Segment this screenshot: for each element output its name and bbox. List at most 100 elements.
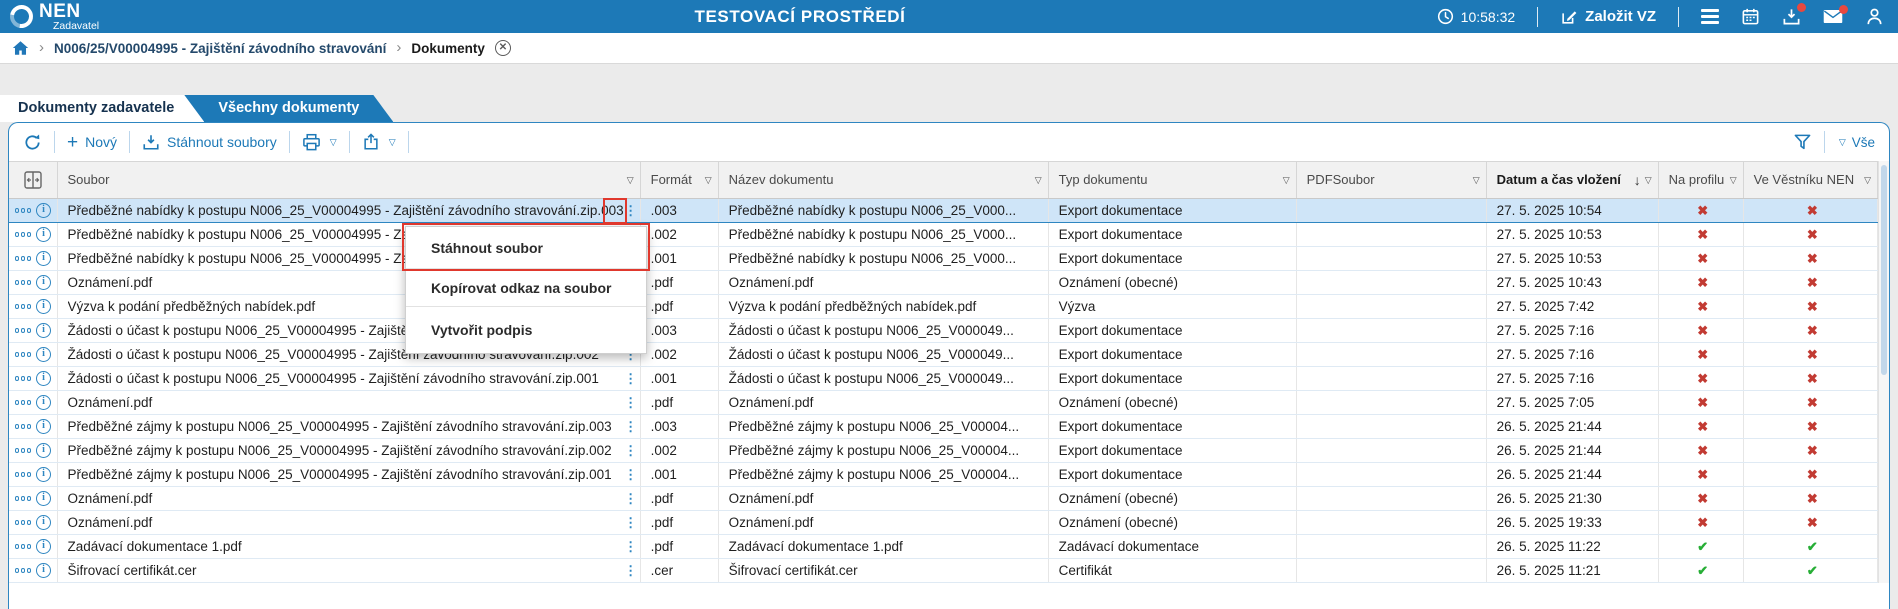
info-icon[interactable]: i (36, 251, 51, 266)
tab-vsechny-dokumenty[interactable]: Všechny dokumenty (182, 95, 393, 122)
filter-triangle-icon[interactable]: ▽ (704, 174, 712, 185)
more-dots-icon[interactable] (14, 472, 31, 477)
info-icon[interactable]: i (36, 563, 51, 578)
info-icon[interactable]: i (36, 323, 51, 338)
file-name[interactable]: Výzva k podání předběžných nabídek.pdf (67, 299, 316, 314)
dropdown-triangle-icon[interactable]: ▽ (388, 136, 396, 147)
file-name[interactable]: Oznámení.pdf (67, 395, 153, 410)
context-menu-item-1[interactable]: Kopírovat odkaz na soubor (406, 269, 646, 307)
table-row[interactable]: i Šifrovací certifikát.cer ⋮ .cer Šifrova… (9, 558, 1879, 583)
kebab-menu-icon[interactable]: ⋮ (624, 394, 638, 410)
header-format[interactable]: Formát ▽ (640, 161, 719, 199)
header-soubor[interactable]: Soubor ▽ (57, 161, 641, 199)
more-dots-icon[interactable] (14, 304, 31, 309)
table-row[interactable]: i Oznámení.pdf⋮ .pdf Oznámení.pdf Oznáme… (9, 486, 1879, 511)
table-row[interactable]: i Předběžné zájmy k postupu N006_25_V000… (9, 462, 1879, 487)
filter-triangle-icon[interactable]: ▽ (1864, 174, 1871, 185)
header-na-profilu[interactable]: Na profilu ▽ (1658, 161, 1744, 199)
info-icon[interactable]: i (36, 419, 51, 434)
nen-logo[interactable]: NEN Zadavatel (5, 0, 99, 33)
create-vz-button[interactable]: Založit VZ (1560, 8, 1656, 26)
more-dots-icon[interactable] (14, 232, 31, 237)
filter-triangle-icon[interactable]: ▽ (1729, 174, 1737, 185)
info-icon[interactable]: i (36, 395, 51, 410)
tab-dokumenty-zadavatele[interactable]: Dokumenty zadavatele (0, 95, 204, 122)
table-row[interactable]: i Předběžné nabídky k postupu N006_25_V0… (9, 246, 1879, 271)
filter-triangle-icon[interactable]: ▽ (1282, 174, 1290, 185)
header-nazev-dokumentu[interactable]: Název dokumentu ▽ (718, 161, 1049, 199)
more-dots-icon[interactable] (14, 520, 31, 525)
refresh-icon[interactable] (23, 133, 42, 152)
table-row[interactable]: i Oznámení.pdf⋮ .pdf Oznámení.pdf Oznáme… (9, 270, 1879, 295)
share-button[interactable]: ▽ (362, 133, 396, 151)
table-row[interactable]: i Oznámení.pdf⋮ .pdf Oznámení.pdf Oznáme… (9, 390, 1879, 415)
kebab-menu-icon[interactable]: ⋮ (624, 202, 638, 218)
table-row[interactable]: i Žádosti o účast k postupu N006_25_V000… (9, 342, 1879, 367)
info-icon[interactable]: i (36, 347, 51, 362)
dropdown-triangle-icon[interactable]: ▽ (329, 136, 337, 147)
filter-triangle-icon[interactable]: ▽ (626, 174, 634, 185)
breadcrumb-item-procedure[interactable]: N006/25/V00004995 - Zajištění závodního … (54, 40, 387, 56)
table-row[interactable]: i Předběžné zájmy k postupu N006_25_V000… (9, 414, 1879, 439)
info-icon[interactable]: i (36, 275, 51, 290)
table-row[interactable]: i Předběžné nabídky k postupu N006_25_V0… (9, 198, 1879, 223)
file-name[interactable]: Oznámení.pdf (67, 515, 153, 530)
scrollbar-thumb[interactable] (1881, 165, 1887, 375)
more-dots-icon[interactable] (14, 424, 31, 429)
print-button[interactable]: ▽ (302, 133, 337, 152)
header-datum-cas-vlozeni[interactable]: Datum a čas vložení ↓ ▽ (1486, 161, 1659, 199)
context-menu-item-0[interactable]: Stáhnout soubor (406, 227, 646, 269)
more-dots-icon[interactable] (14, 568, 31, 573)
vertical-scrollbar[interactable] (1878, 161, 1889, 583)
kebab-menu-icon[interactable]: ⋮ (624, 466, 638, 482)
info-icon[interactable]: i (36, 539, 51, 554)
table-row[interactable]: i Žádosti o účast k postupu N006_25_V000… (9, 318, 1879, 343)
file-name[interactable]: Šifrovací certifikát.cer (67, 563, 197, 578)
more-dots-icon[interactable] (14, 352, 31, 357)
header-ve-vestniku-nen[interactable]: Ve Věstníku NEN ▽ (1743, 161, 1879, 199)
filter-triangle-icon[interactable]: ▽ (1034, 174, 1042, 185)
table-row[interactable]: i Žádosti o účast k postupu N006_25_V000… (9, 366, 1879, 391)
more-dots-icon[interactable] (14, 544, 31, 549)
more-dots-icon[interactable] (14, 448, 31, 453)
file-name[interactable]: Oznámení.pdf (67, 275, 153, 290)
more-dots-icon[interactable] (14, 400, 31, 405)
file-name[interactable]: Zadávací dokumentace 1.pdf (67, 539, 242, 554)
file-name[interactable]: Předběžné zájmy k postupu N006_25_V00004… (67, 419, 612, 434)
hamburger-menu-icon[interactable] (1701, 9, 1719, 24)
kebab-menu-icon[interactable]: ⋮ (624, 538, 638, 554)
file-name[interactable]: Předběžné zájmy k postupu N006_25_V00004… (67, 443, 612, 458)
table-row[interactable]: i Oznámení.pdf⋮ .pdf Oznámení.pdf Oznáme… (9, 510, 1879, 535)
column-chooser-header[interactable] (9, 161, 58, 199)
download-tray-icon[interactable] (1782, 3, 1806, 26)
context-menu-item-2[interactable]: Vytvořit podpis (431, 322, 533, 338)
file-name[interactable]: Žádosti o účast k postupu N006_25_V00004… (67, 371, 599, 386)
more-dots-icon[interactable] (14, 208, 31, 213)
new-button[interactable]: + Nový (67, 133, 117, 152)
more-dots-icon[interactable] (14, 328, 31, 333)
filter-all-button[interactable]: ▽ Vše (1837, 135, 1875, 150)
calendar-icon[interactable] (1741, 7, 1760, 26)
info-icon[interactable]: i (36, 491, 51, 506)
info-icon[interactable]: i (36, 443, 51, 458)
close-circle-icon[interactable]: ✕ (494, 40, 511, 56)
info-icon[interactable]: i (36, 299, 51, 314)
home-icon[interactable] (12, 40, 29, 56)
mail-icon[interactable] (1823, 5, 1848, 24)
kebab-menu-icon[interactable]: ⋮ (624, 514, 638, 530)
table-row[interactable]: i Předběžné nabídky k postupu N006_25_V0… (9, 222, 1879, 247)
table-row[interactable]: i Předběžné zájmy k postupu N006_25_V000… (9, 438, 1879, 463)
kebab-menu-icon[interactable]: ⋮ (624, 418, 638, 434)
filter-triangle-icon[interactable]: ▽ (1472, 174, 1480, 185)
breadcrumb-item-documents[interactable]: Dokumenty (411, 40, 485, 56)
info-icon[interactable]: i (36, 515, 51, 530)
more-dots-icon[interactable] (14, 256, 31, 261)
header-typ-dokumentu[interactable]: Typ dokumentu ▽ (1048, 161, 1297, 199)
more-dots-icon[interactable] (14, 280, 31, 285)
info-icon[interactable]: i (36, 467, 51, 482)
kebab-menu-icon[interactable]: ⋮ (624, 562, 638, 578)
filter-triangle-icon[interactable]: ▽ (1644, 174, 1652, 185)
user-icon[interactable] (1865, 7, 1884, 26)
filter-funnel-icon[interactable] (1793, 133, 1812, 151)
kebab-menu-icon[interactable]: ⋮ (624, 490, 638, 506)
